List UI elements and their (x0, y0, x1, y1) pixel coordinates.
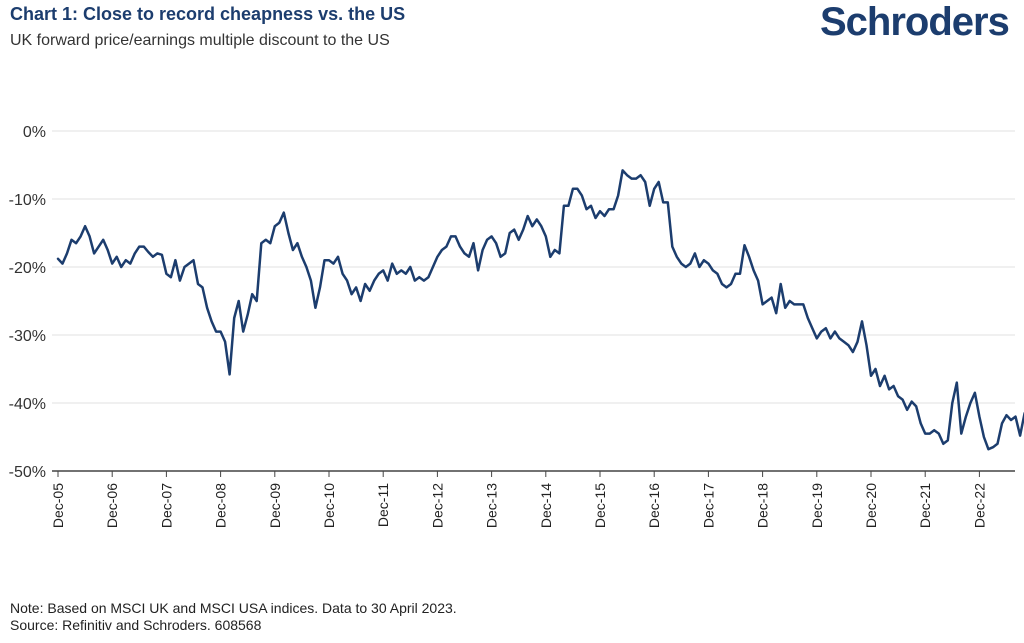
gridlines (52, 130, 1015, 472)
chart-title: Chart 1: Close to record cheapness vs. t… (10, 4, 406, 24)
y-axis-ticks: 0% -10% -20% -30% -40% -50% (9, 124, 46, 481)
x-tick-label: Dec-21 (917, 483, 933, 528)
y-tick-label: -30% (9, 328, 46, 345)
x-tick-label: Dec-09 (267, 483, 283, 528)
y-tick-label: 0% (23, 124, 46, 141)
x-tick-label: Dec-07 (158, 483, 174, 528)
x-tick-label: Dec-20 (863, 483, 879, 528)
y-tick-label: -50% (9, 464, 46, 481)
chart-subtitle: UK forward price/earnings multiple disco… (10, 32, 390, 49)
footer: Note: Based on MSCI UK and MSCI USA indi… (10, 600, 457, 634)
x-tick-label: Dec-08 (213, 483, 229, 528)
x-tick-label: Dec-12 (429, 483, 445, 528)
y-tick-label: -40% (9, 396, 46, 413)
x-tick-label: Dec-06 (104, 483, 120, 528)
x-tick-label: Dec-14 (538, 483, 554, 528)
x-tick-label: Dec-11 (375, 483, 391, 527)
x-tick-label: Dec-17 (700, 483, 716, 528)
footer-note: Note: Based on MSCI UK and MSCI USA indi… (10, 600, 457, 616)
x-tick-label: Dec-18 (755, 483, 771, 528)
y-tick-label: -20% (9, 260, 46, 277)
x-axis-ticks: Dec-05 Dec-06 Dec-07 Dec-08 Dec-09 Dec-10 Dec-… (50, 471, 987, 528)
x-tick-label: Dec-10 (321, 483, 337, 528)
x-tick-label: Dec-22 (971, 483, 987, 528)
discount-series-line (56, 169, 1024, 451)
footer-source: Source: Refinitiv and Schroders. 608568 (10, 617, 262, 633)
x-tick-label: Dec-15 (592, 483, 608, 528)
x-tick-label: Dec-16 (646, 483, 662, 528)
x-tick-label: Dec-05 (50, 483, 66, 528)
schroders-logo: Schroders (820, 0, 1010, 44)
y-tick-label: -10% (9, 192, 46, 209)
x-tick-label: Dec-19 (809, 483, 825, 528)
x-tick-label: Dec-13 (484, 483, 500, 528)
line-chart: 0%-10%-20%-30%-40%-50% Dec-05 Dec-06 Dec-0… (9, 124, 1024, 528)
